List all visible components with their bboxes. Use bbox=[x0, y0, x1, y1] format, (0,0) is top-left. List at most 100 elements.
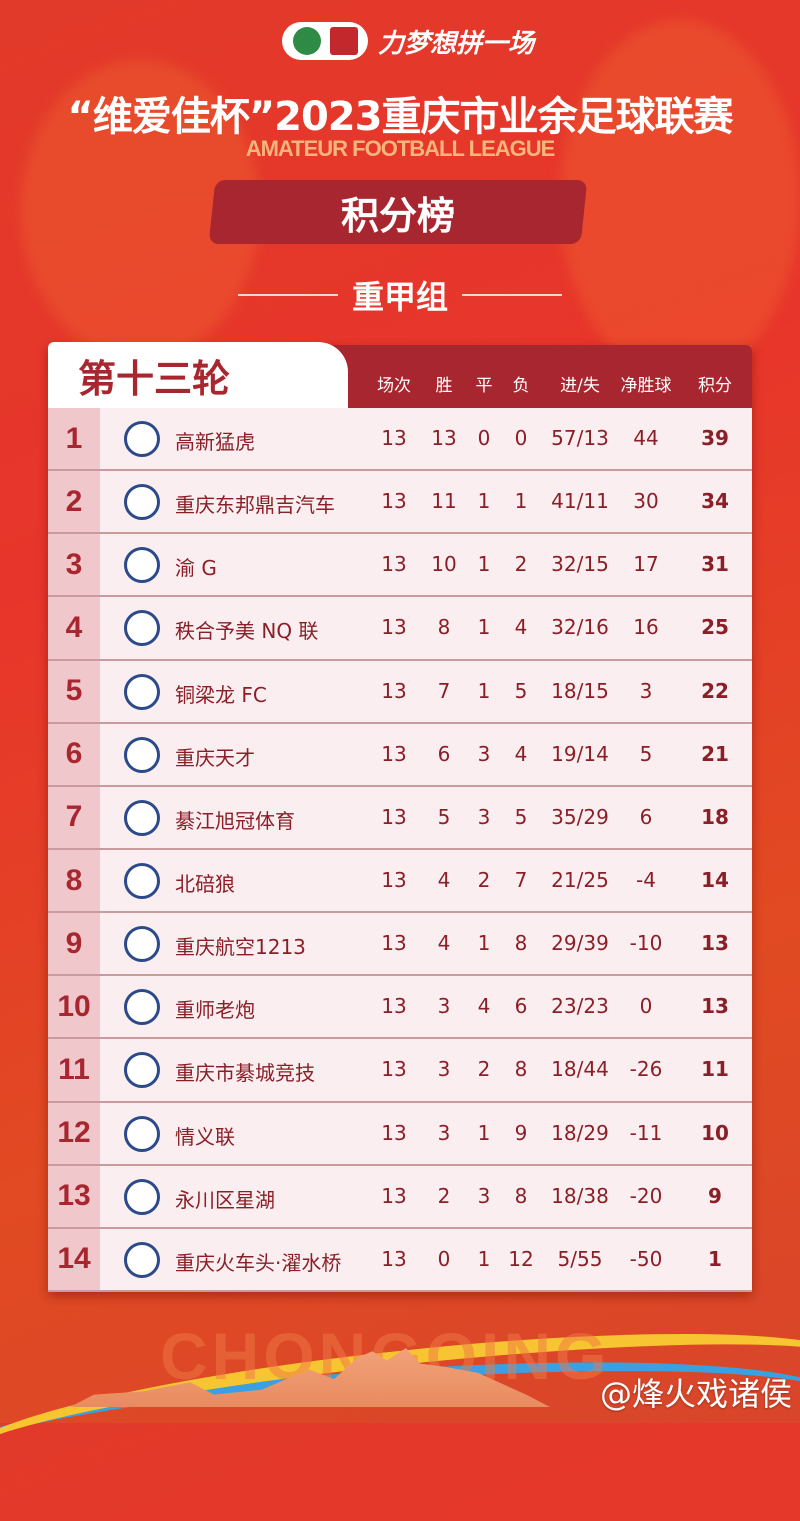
football-association-icon bbox=[292, 27, 321, 55]
cell-goal-diff: -11 bbox=[629, 1120, 663, 1145]
cell-drawn: 2 bbox=[477, 867, 491, 892]
col-won: 胜 bbox=[435, 376, 453, 396]
divider bbox=[237, 294, 338, 296]
col-points: 积分 bbox=[698, 376, 732, 396]
cell-goals: 32/15 bbox=[551, 552, 609, 577]
cell-points: 31 bbox=[701, 552, 729, 577]
group-label: 重甲组 bbox=[351, 278, 448, 316]
team-name: 情义联 bbox=[175, 1124, 235, 1149]
team-name: 北碚狼 bbox=[175, 871, 235, 896]
table-row: 6 重庆天才 13 6 3 4 19/14 5 21 bbox=[48, 723, 752, 787]
rank: 10 bbox=[48, 976, 100, 1038]
cell-points: 22 bbox=[701, 678, 729, 703]
cell-points: 21 bbox=[701, 741, 729, 766]
cell-drawn: 1 bbox=[477, 678, 491, 703]
cell-goal-diff: -20 bbox=[629, 1183, 663, 1208]
page-title: “维爱佳杯”2023重庆市业余足球联赛 bbox=[67, 94, 734, 140]
cell-drawn: 2 bbox=[477, 1057, 491, 1082]
cell-played: 13 bbox=[381, 804, 407, 829]
cell-lost: 6 bbox=[514, 994, 528, 1019]
table-row: 1 高新猛虎 13 13 0 0 57/13 44 39 bbox=[48, 408, 752, 472]
cell-goals: 35/29 bbox=[551, 804, 609, 829]
cell-goals: 21/25 bbox=[551, 867, 609, 892]
cell-played: 13 bbox=[381, 1183, 407, 1208]
team-logo-icon bbox=[124, 736, 160, 773]
rank: 1 bbox=[48, 408, 100, 470]
cell-points: 1 bbox=[708, 1246, 722, 1271]
table-row: 9 重庆航空1213 13 4 1 8 29/39 -10 13 bbox=[48, 913, 752, 977]
cell-points: 10 bbox=[701, 1120, 729, 1145]
cell-lost: 4 bbox=[514, 615, 528, 640]
cell-won: 2 bbox=[437, 1183, 451, 1208]
cell-goals: 18/15 bbox=[551, 678, 609, 703]
cell-lost: 8 bbox=[514, 931, 528, 956]
cell-goals: 18/38 bbox=[551, 1183, 609, 1208]
team-name: 永川区星湖 bbox=[175, 1187, 275, 1212]
team-name: 重庆天才 bbox=[175, 745, 255, 770]
col-drawn: 平 bbox=[475, 376, 493, 396]
col-played: 场次 bbox=[377, 376, 411, 396]
cell-points: 13 bbox=[701, 931, 729, 956]
table-row: 7 綦江旭冠体育 13 5 3 5 35/29 6 18 bbox=[48, 786, 752, 850]
cell-won: 10 bbox=[431, 552, 457, 577]
table-row: 5 铜梁龙 FC 13 7 1 5 18/15 3 22 bbox=[48, 660, 752, 724]
table-row: 8 北碚狼 13 4 2 7 21/25 -4 14 bbox=[48, 849, 752, 914]
cell-points: 34 bbox=[701, 489, 729, 514]
cell-played: 13 bbox=[381, 615, 407, 640]
cell-goal-diff: -26 bbox=[629, 1057, 663, 1082]
cell-played: 13 bbox=[381, 741, 407, 766]
cell-played: 13 bbox=[381, 1120, 407, 1145]
team-name: 重庆东邦鼎吉汽车 bbox=[175, 493, 335, 518]
team-name: 秩合予美 NQ 联 bbox=[175, 619, 319, 644]
rank: 6 bbox=[48, 723, 100, 785]
cell-won: 11 bbox=[431, 489, 457, 514]
cell-won: 4 bbox=[437, 931, 451, 956]
cell-goals: 29/39 bbox=[551, 931, 609, 956]
cell-goal-diff: 44 bbox=[633, 426, 659, 450]
team-logo-icon bbox=[124, 484, 160, 521]
cell-points: 25 bbox=[701, 615, 729, 640]
rank: 3 bbox=[48, 534, 100, 596]
cell-drawn: 0 bbox=[477, 426, 491, 450]
team-logo-icon bbox=[124, 610, 160, 647]
watermark: @烽火戏诸侯 bbox=[599, 1375, 792, 1413]
rank: 12 bbox=[48, 1102, 100, 1164]
cell-goal-diff: 3 bbox=[639, 678, 653, 703]
rank: 11 bbox=[48, 1039, 100, 1101]
team-logo-icon bbox=[124, 547, 160, 584]
cell-points: 14 bbox=[701, 867, 729, 892]
cell-drawn: 3 bbox=[477, 741, 491, 766]
cell-drawn: 3 bbox=[477, 1183, 491, 1208]
team-logo-icon bbox=[124, 673, 160, 710]
cell-lost: 9 bbox=[514, 1120, 528, 1145]
team-name: 重庆火车头·濯水桥 bbox=[175, 1250, 342, 1275]
rank: 5 bbox=[48, 660, 100, 722]
table-row: 12 情义联 13 3 1 9 18/29 -11 10 bbox=[48, 1102, 752, 1166]
table-row: 2 重庆东邦鼎吉汽车 13 11 1 1 41/11 30 34 bbox=[48, 471, 752, 535]
cell-won: 4 bbox=[437, 867, 451, 892]
col-goals: 进/失 bbox=[560, 376, 600, 396]
team-name: 綦江旭冠体育 bbox=[175, 808, 295, 833]
cell-played: 13 bbox=[381, 489, 407, 514]
group-heading: 重甲组 bbox=[0, 272, 800, 318]
team-logo-icon bbox=[124, 989, 160, 1026]
cell-drawn: 1 bbox=[477, 489, 491, 514]
team-name: 重庆航空1213 bbox=[175, 935, 306, 960]
team-logo-icon bbox=[124, 1241, 160, 1278]
table-row: 13 永川区星湖 13 2 3 8 18/38 -20 9 bbox=[48, 1165, 752, 1229]
team-logo-icon bbox=[124, 862, 160, 899]
cell-played: 13 bbox=[381, 552, 407, 577]
cell-goal-diff: -4 bbox=[636, 867, 656, 892]
cell-lost: 2 bbox=[514, 552, 528, 577]
cell-drawn: 1 bbox=[477, 931, 491, 956]
table-row: 11 重庆市綦城竞技 13 3 2 8 18/44 -26 11 bbox=[48, 1039, 752, 1103]
cell-played: 13 bbox=[381, 867, 407, 892]
team-logo-icon bbox=[124, 1115, 160, 1152]
divider bbox=[462, 294, 562, 296]
cell-lost: 5 bbox=[514, 804, 528, 829]
sponsor-logos: 力梦想拼一场 bbox=[282, 22, 534, 60]
cell-goals: 18/29 bbox=[551, 1120, 609, 1145]
cell-goal-diff: 6 bbox=[639, 804, 653, 829]
round-label: 第十三轮 bbox=[48, 342, 348, 408]
team-name: 重庆市綦城竞技 bbox=[175, 1061, 315, 1086]
